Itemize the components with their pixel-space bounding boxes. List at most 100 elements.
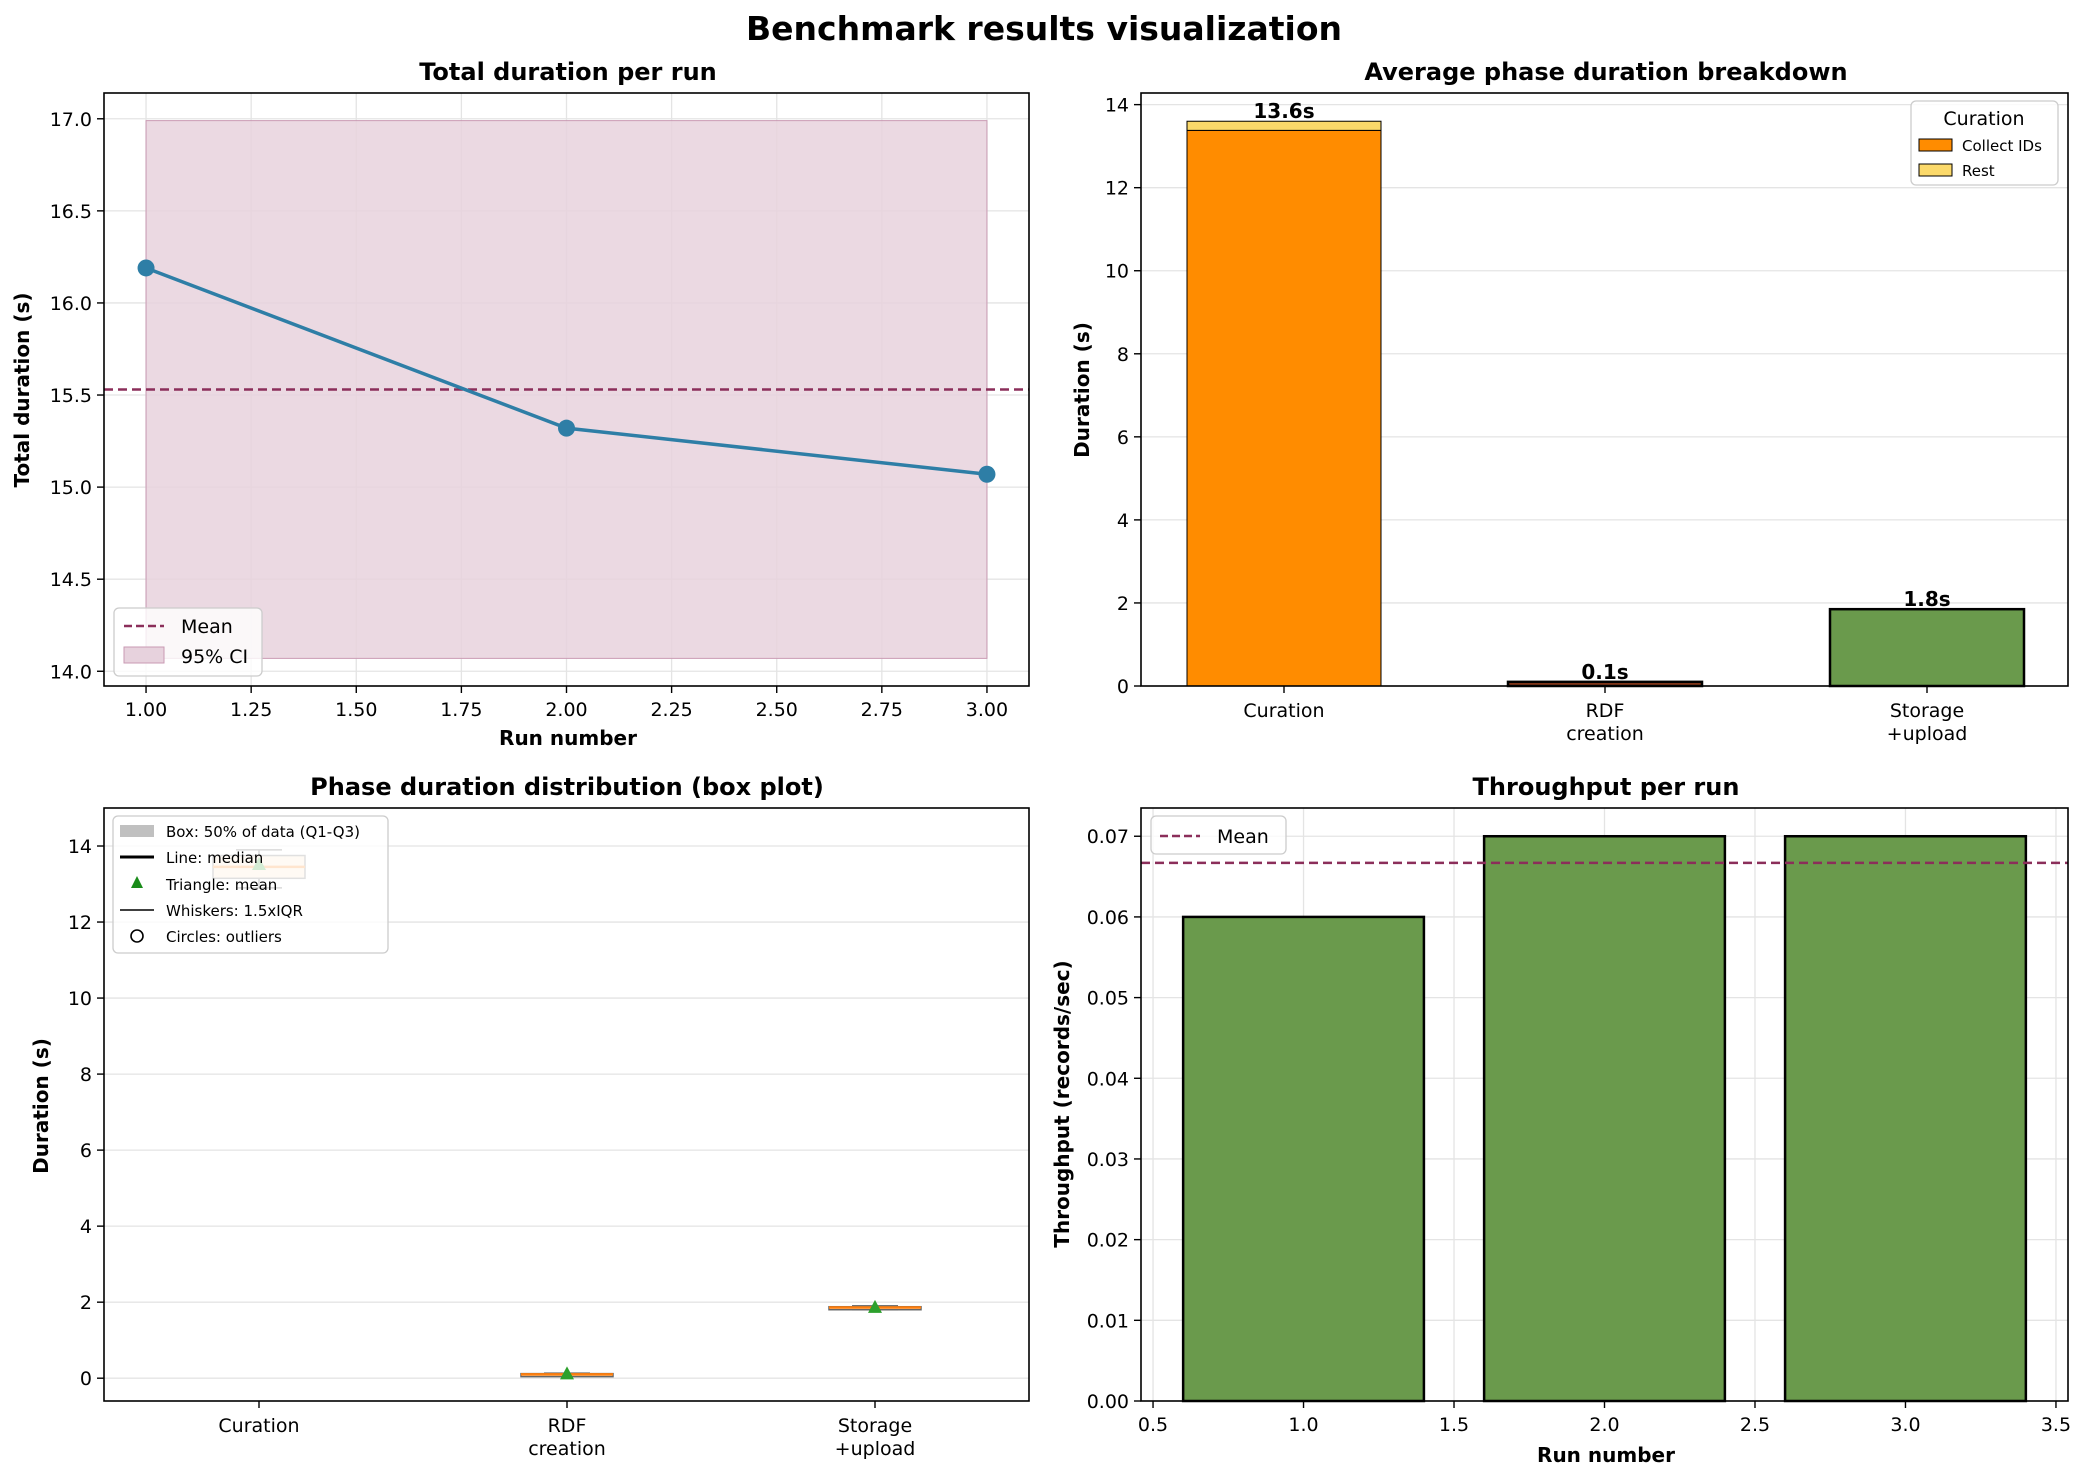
total-duration-legend: Mean 95% CI: [113, 607, 263, 677]
throughput-ylabel: Throughput (records/sec): [1050, 960, 1074, 1247]
duration-point-run-3: [978, 465, 996, 483]
throughput-legend: Mean: [1150, 815, 1287, 855]
phase-distribution-category-label-1: RDF creation: [528, 1415, 606, 1460]
throughput-xtick-label-2: 1.5: [1439, 1414, 1469, 1436]
throughput-xlabel: Run number: [1537, 1443, 1675, 1467]
legend-box-label: Box: 50% of data (Q1-Q3): [166, 823, 360, 841]
legend-mean-marker-label: Triangle: mean: [165, 876, 277, 894]
bar-phase-2: [1828, 607, 2026, 688]
total-duration-ytick-label-2: 15.0: [50, 477, 92, 499]
throughput-ytick-label-2: 0.02: [1087, 1230, 1129, 1252]
legend-rest-swatch: [1918, 163, 1953, 177]
duration-point-run-1: [137, 259, 155, 277]
figure-title: Benchmark results visualization: [746, 9, 1342, 48]
phase-distribution-legend: Box: 50% of data (Q1-Q3) Line: median Tr…: [112, 815, 389, 954]
phase-breakdown-ytick-label-7: 14: [1105, 95, 1129, 117]
phase-distribution-ytick-label-1: 2: [80, 1292, 92, 1314]
total-duration-xtick-label-7: 2.75: [861, 699, 903, 721]
phase-breakdown-title: Average phase duration breakdown: [1364, 58, 1847, 86]
bar-total-label-2: 1.8s: [1903, 587, 1950, 611]
legend-mean-triangle: [131, 876, 143, 888]
throughput-xtick-label-5: 3.0: [1890, 1414, 1920, 1436]
phase-distribution-ytick-label-3: 6: [80, 1140, 92, 1162]
phase-distribution-category-label-0: Curation: [218, 1415, 299, 1437]
bar-curation-rest: [1186, 120, 1382, 131]
phase-distribution-title: Phase duration distribution (box plot): [310, 773, 824, 801]
total-duration-xtick-label-3: 1.75: [440, 699, 482, 721]
throughput-ytick-label-7: 0.07: [1087, 826, 1129, 848]
throughput-ytick-label-5: 0.05: [1087, 988, 1129, 1010]
throughput-bar-run-1: [1181, 915, 1426, 1403]
phase-breakdown-ylabel: Duration (s): [1070, 322, 1094, 458]
phase-breakdown-ytick-label-6: 12: [1105, 178, 1129, 200]
phase-distribution-ytick-label-0: 0: [80, 1368, 92, 1390]
phase-breakdown-category-label-1: RDF creation: [1566, 700, 1644, 745]
throughput-chart: Throughput per run 0.00 0.01 0.02 0.03 0.04 0…: [1050, 773, 2071, 1467]
phase-distribution-chart: Phase duration distribution (box plot) 0…: [29, 773, 1030, 1460]
total-duration-xlabel: Run number: [499, 726, 637, 750]
total-duration-xtick-label-2: 1.50: [335, 699, 377, 721]
legend-whisker-label: Whiskers: 1.5xIQR: [166, 902, 303, 920]
phase-distribution-ytick-label-7: 14: [68, 836, 92, 858]
total-duration-ytick-label-5: 16.5: [50, 201, 92, 223]
total-duration-ytick-label-4: 16.0: [50, 293, 92, 315]
phase-breakdown-ytick-label-3: 6: [1117, 427, 1129, 449]
throughput-xtick-label-1: 1.0: [1288, 1414, 1318, 1436]
throughput-xtick-label-0: 0.5: [1138, 1414, 1168, 1436]
phase-distribution-ytick-label-5: 10: [68, 988, 92, 1010]
legend-outlier-circle: [130, 929, 144, 943]
phase-breakdown-category-label-0: Curation: [1243, 700, 1324, 722]
phase-breakdown-ytick-label-5: 10: [1105, 261, 1129, 283]
legend-mean-label: Mean: [181, 616, 233, 638]
phase-breakdown-chart: Average phase duration breakdown 13.6s 0.…: [1070, 58, 2069, 745]
total-duration-xtick-label-5: 2.25: [650, 699, 692, 721]
legend-median-label: Line: median: [166, 849, 263, 867]
legend-title: Curation: [1943, 108, 2024, 130]
legend-throughput-mean-label: Mean: [1217, 826, 1269, 848]
phase-distribution-ylabel: Duration (s): [29, 1038, 53, 1174]
total-duration-ytick-label-3: 15.5: [50, 385, 92, 407]
throughput-bar-run-3: [1783, 834, 2028, 1403]
throughput-xtick-label-6: 3.5: [2041, 1414, 2071, 1436]
total-duration-xtick-label-4: 2.00: [545, 699, 587, 721]
total-duration-ylabel: Total duration (s): [10, 292, 34, 487]
throughput-ytick-label-3: 0.03: [1087, 1149, 1129, 1171]
legend-outlier-label: Circles: outliers: [166, 928, 282, 946]
total-duration-xtick-label-6: 2.50: [756, 699, 798, 721]
total-duration-ytick-label-6: 17.0: [50, 109, 92, 131]
total-duration-title: Total duration per run: [419, 58, 717, 86]
box-mean-marker-2: [868, 1299, 882, 1313]
throughput-ytick-label-6: 0.06: [1087, 907, 1129, 929]
phase-breakdown-legend: Curation Collect IDs Rest: [1910, 100, 2059, 186]
phase-distribution-ytick-label-2: 4: [80, 1216, 92, 1238]
phase-breakdown-category-label-2: Storage +upload: [1887, 700, 1968, 745]
total-duration-xtick-label-0: 1.00: [125, 699, 167, 721]
bar-curation-collect-ids: [1186, 129, 1382, 687]
phase-distribution-ytick-label-6: 12: [68, 912, 92, 934]
legend-box-swatch: [120, 825, 154, 837]
total-duration-xtick-label-8: 3.00: [966, 699, 1008, 721]
total-duration-ytick-label-1: 14.5: [50, 569, 92, 591]
throughput-ytick-label-1: 0.01: [1087, 1310, 1129, 1332]
legend-ci-swatch: [123, 646, 165, 664]
legend-collect-swatch: [1918, 138, 1953, 152]
phase-distribution-ytick-label-4: 8: [80, 1064, 92, 1086]
phase-breakdown-ytick-label-0: 0: [1117, 676, 1129, 698]
throughput-title: Throughput per run: [1473, 773, 1740, 801]
total-duration-ytick-label-0: 14.0: [50, 661, 92, 683]
phase-distribution-category-label-2: Storage +upload: [835, 1415, 916, 1460]
box-mean-marker-1: [560, 1366, 574, 1380]
total-duration-chart: Total duration per run 14.0 14.5 15.0 15.5 1…: [10, 58, 1030, 750]
bar-total-label-1: 0.1s: [1581, 660, 1628, 684]
throughput-ytick-label-4: 0.04: [1087, 1068, 1129, 1090]
total-duration-xtick-label-1: 1.25: [230, 699, 272, 721]
legend-collect-label: Collect IDs: [1962, 137, 2042, 155]
throughput-xtick-label-4: 2.5: [1740, 1414, 1770, 1436]
throughput-xtick-label-3: 2.0: [1589, 1414, 1619, 1436]
legend-ci-label: 95% CI: [181, 646, 248, 668]
throughput-bar-run-2: [1482, 834, 1727, 1403]
phase-breakdown-ytick-label-4: 8: [1117, 344, 1129, 366]
phase-breakdown-ytick-label-2: 4: [1117, 510, 1129, 532]
bar-total-label-0: 13.6s: [1253, 99, 1314, 123]
